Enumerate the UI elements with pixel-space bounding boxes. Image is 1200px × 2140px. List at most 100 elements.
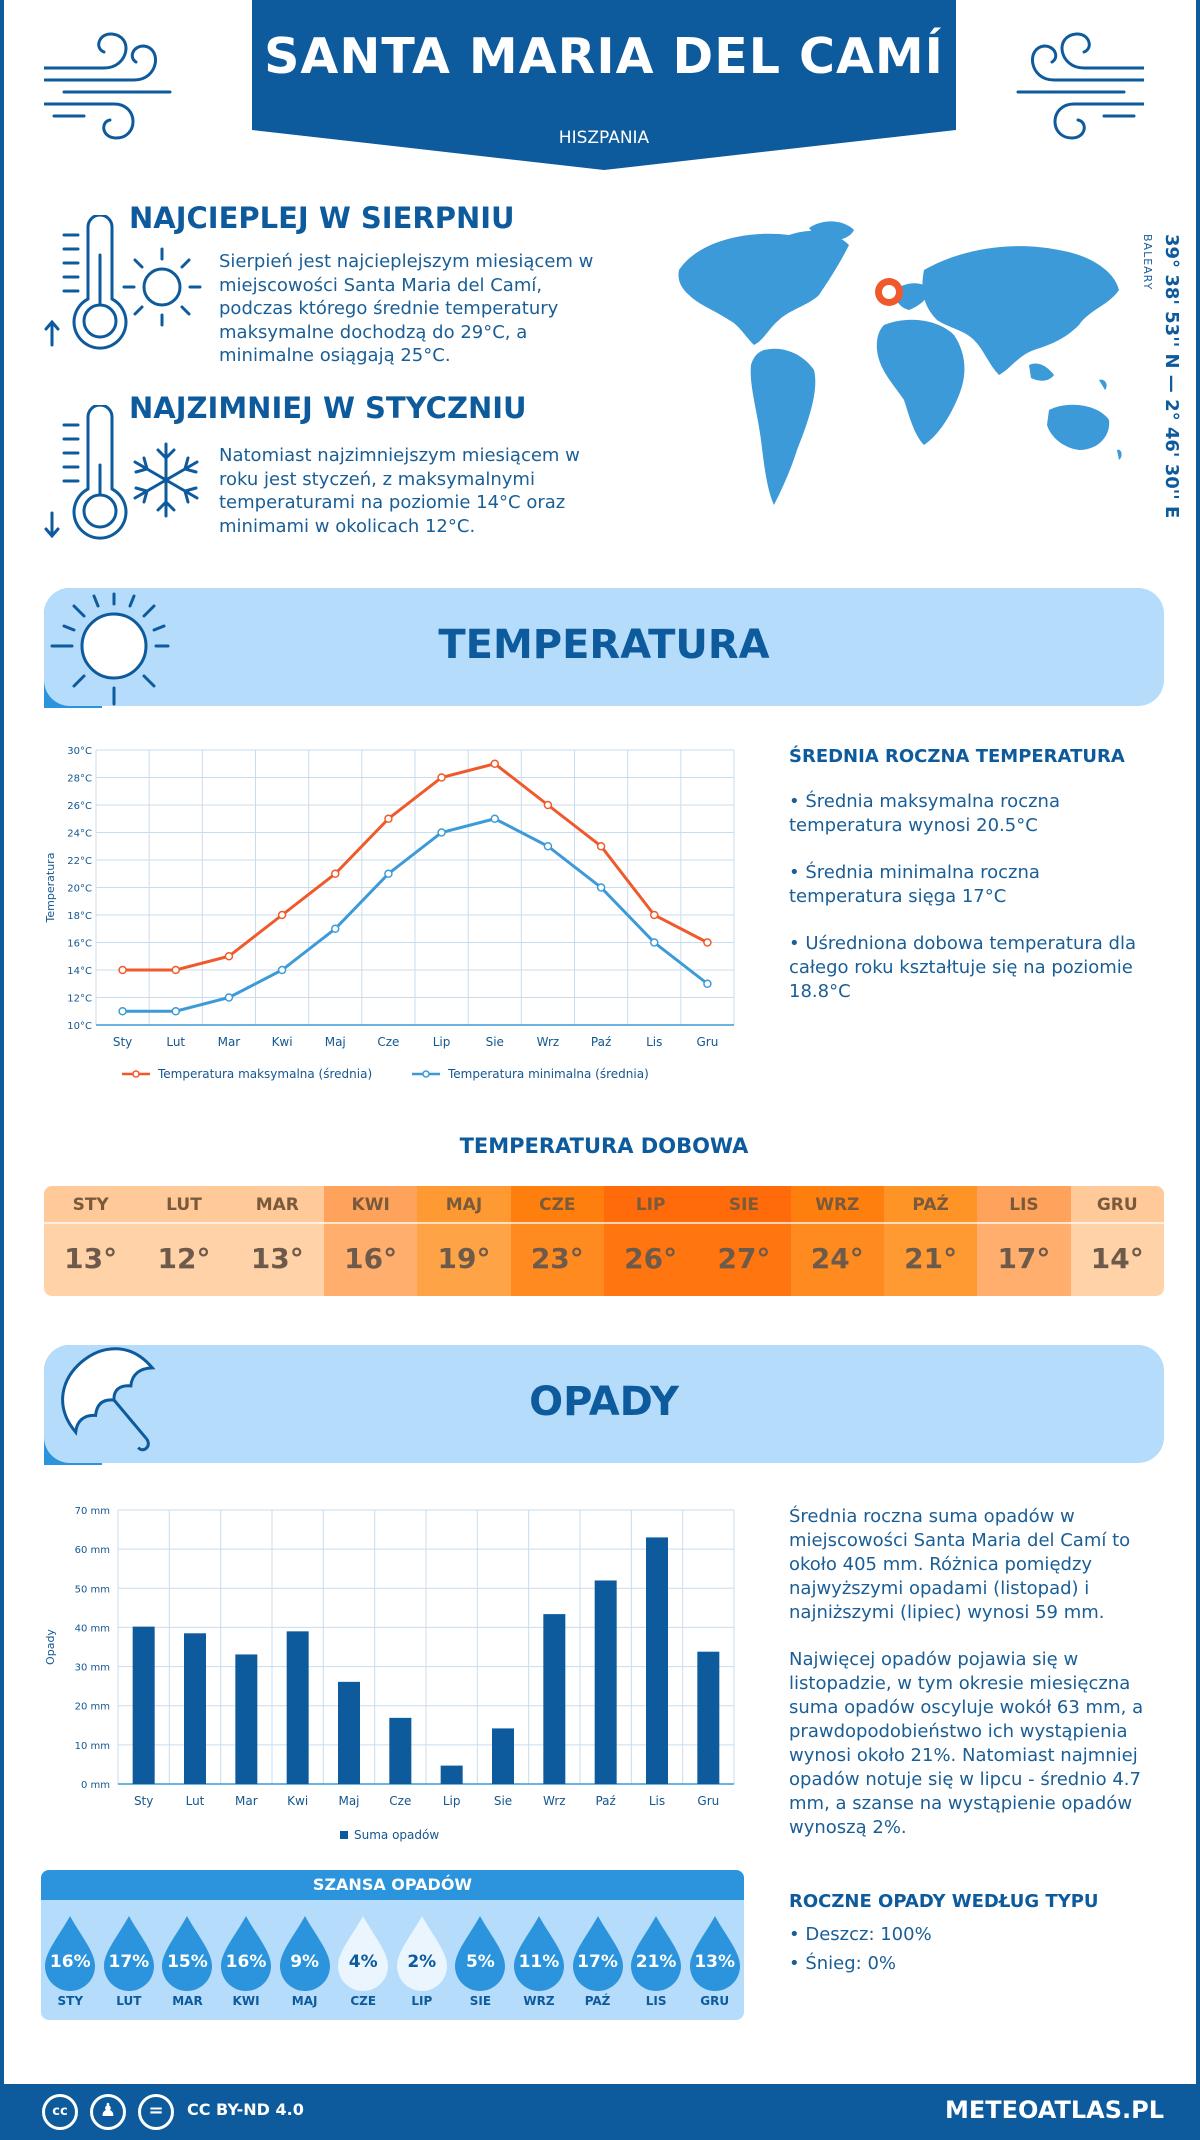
x-tick-label: Lis [646,1035,662,1049]
y-tick-label: 14°C [67,966,92,977]
precip-chance-value: 4% [348,1952,378,1972]
daily-temperature-value: 23° [510,1224,604,1296]
country-label: HISZPANIA [558,128,650,148]
precip-bar [594,1580,617,1784]
precip-chance-month: MAJ [291,1994,318,2008]
daily-month-label: GRU [1070,1186,1164,1224]
raindrop-icon [279,1916,330,1991]
y-tick-label: 18°C [67,911,92,922]
data-point [331,869,340,878]
daily-temperature-value: 19° [417,1224,511,1296]
precip-chance-month: GRU [700,1994,730,2008]
precip-chance-month: MAR [172,1994,203,2008]
precip-chance-value: 17% [577,1952,618,1972]
coordinates: 39° 38' 53'' N — 2° 46' 30'' E BALEARY [1141,234,1184,518]
legend-swatch [340,1831,348,1839]
site-link[interactable]: METEOATLAS.PL [944,2096,1164,2124]
daily-month-label: PAŹ [883,1186,978,1224]
daily-month-label: LUT [137,1186,231,1224]
y-tick-label: 50 mm [75,1584,110,1595]
x-tick-label: Gru [696,1035,718,1049]
daily-temperature-column: GRU 14° [1070,1186,1164,1296]
legend-label: Suma opadów [354,1828,439,1842]
data-point [171,965,180,975]
data-point [490,814,499,823]
raindrop-icon [162,1916,213,1991]
raindrop-icon [396,1916,447,1991]
raindrop-icon [221,1916,272,1991]
daily-month-label: CZE [510,1186,604,1224]
y-tick-label: 22°C [67,856,92,867]
x-tick-label: Mar [218,1035,241,1049]
data-point [384,814,393,823]
data-point [650,938,659,947]
y-axis-label: Opady [44,1629,57,1665]
y-tick-label: 0 mm [81,1780,110,1791]
page-title: SANTA MARIA DEL CAMÍ [264,28,944,85]
raindrop-icon [689,1916,740,1991]
precip-chance-month: KWI [232,1994,260,2008]
thermometer-cold-icon [44,405,199,540]
series-line [122,817,709,1013]
license-label: CC BY-ND 4.0 [187,2100,304,2119]
y-tick-label: 30 mm [75,1663,110,1674]
precip-bar [389,1717,412,1784]
data-point [437,773,446,782]
raindrop-shape [396,1916,447,1991]
y-tick-label: 20 mm [75,1702,110,1713]
precip-chance-value: 11% [518,1952,560,1972]
x-tick-label: Kwi [287,1794,308,1808]
raindrop-shape [513,1916,564,1991]
daily-temperature-value: 24° [790,1224,884,1296]
precip-type-rain: • Deszcz: 100% [789,1924,932,1945]
daily-temperature-value: 14° [1070,1224,1164,1296]
precip-chance-value: 21% [635,1952,677,1972]
precip-chance-value: 9% [290,1952,320,1972]
precip-type-snow: • Śnieg: 0% [789,1953,897,1974]
thermometer-hot-icon [44,215,202,350]
x-tick-label: Sty [113,1035,132,1049]
precip-text-2: Najwięcej opadów pojawia się w listopadz… [789,1649,1144,1838]
raindrop-shape [103,1916,154,1991]
data-point [171,1007,180,1016]
footer: cc ♟ = CC BY-ND 4.0 METEOATLAS.PL [4,2084,1200,2140]
precip-chance-panel: SZANSA OPADÓW 16% STY 17% LUT 15% MAR 16% KWI 9%… [41,1870,744,2020]
legend-label: Temperatura maksymalna (średnia) [157,1067,372,1081]
daily-temperature-column: KWI 16° [323,1186,418,1296]
precip-band: OPADY [44,1345,1164,1463]
wind-icon [44,32,172,140]
precip-chance-value: 15% [167,1952,208,1972]
y-tick-label: 10°C [67,1021,92,1032]
daily-month-label: LIS [977,1186,1071,1224]
coldest-title: NAJZIMNIEJ W STYCZNIU [129,391,527,425]
raindrop-icon [513,1916,564,1991]
y-tick-label: 30°C [67,746,92,757]
daily-month-label: STY [44,1186,138,1224]
daily-temperature-column: MAJ 19° [417,1186,511,1296]
data-point [596,842,606,851]
x-tick-label: Lis [649,1794,665,1808]
y-tick-label: 24°C [67,829,92,840]
daily-temperature-column: LUT 12° [137,1186,231,1296]
x-tick-label: Sty [134,1794,153,1808]
daily-month-label: WRZ [790,1186,884,1224]
y-tick-label: 28°C [67,774,92,785]
x-tick-label: Lut [186,1794,205,1808]
x-tick-label: Gru [697,1794,719,1808]
x-tick-label: Sie [494,1794,512,1808]
precip-chance-drops: 16% STY 17% LUT 15% MAR 16% KWI 9% MAJ 4% CZE 2% LIP 5… [41,1914,744,2014]
x-tick-label: Cze [377,1035,399,1049]
data-point [543,842,553,851]
precip-chance-month: CZE [350,1994,377,2008]
cc-icon: cc [42,2094,78,2130]
precip-bar [440,1765,463,1784]
y-tick-label: 12°C [67,994,92,1005]
temperature-band: TEMPERATURA [44,588,1164,706]
legend-marker [422,1070,430,1078]
data-point [224,952,234,961]
temperature-bullet: • Średnia maksymalna roczna temperatura … [789,791,1060,836]
daily-temperature-value: 26° [603,1224,698,1296]
data-point [277,910,287,920]
x-tick-label: Sie [486,1035,504,1049]
coldest-text: Natomiast najzimniejszym miesiącem w rok… [219,445,580,537]
